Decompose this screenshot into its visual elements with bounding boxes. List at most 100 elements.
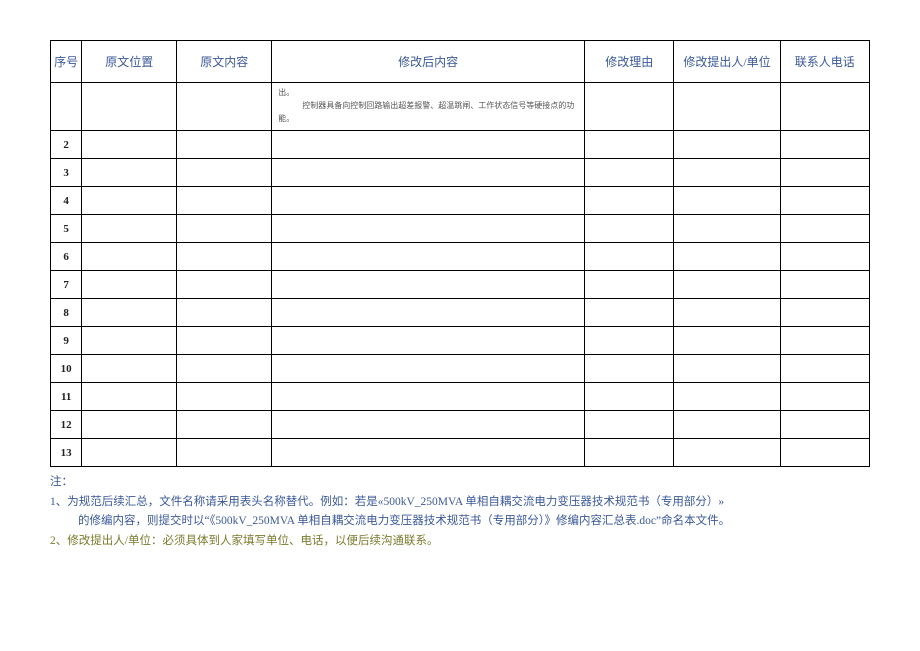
table-row: 5 xyxy=(51,215,870,243)
cell xyxy=(272,187,585,215)
cell xyxy=(780,327,869,355)
note-1a: 1、为规范后续汇总，文件名称请采用表头名称替代。例如：若是«500kV_250M… xyxy=(50,496,724,508)
cell xyxy=(82,131,177,159)
cell xyxy=(585,243,674,271)
cell xyxy=(780,411,869,439)
cell xyxy=(585,271,674,299)
col-after: 修改后内容 xyxy=(272,41,585,83)
cell xyxy=(272,411,585,439)
seq-cell: 4 xyxy=(51,187,82,215)
cell xyxy=(674,83,780,131)
cell xyxy=(674,355,780,383)
seq-cell: 6 xyxy=(51,243,82,271)
cell xyxy=(272,159,585,187)
cell xyxy=(780,355,869,383)
cell xyxy=(780,215,869,243)
col-pos: 原文位置 xyxy=(82,41,177,83)
cell xyxy=(177,83,272,131)
cell xyxy=(674,439,780,467)
cell xyxy=(585,355,674,383)
cell xyxy=(177,159,272,187)
cell xyxy=(674,215,780,243)
cell xyxy=(177,327,272,355)
seq-cell xyxy=(51,83,82,131)
cell xyxy=(82,187,177,215)
cell xyxy=(177,355,272,383)
col-proposer: 修改提出人/单位 xyxy=(674,41,780,83)
cell xyxy=(82,159,177,187)
cell xyxy=(674,131,780,159)
cell xyxy=(177,299,272,327)
table-row: 3 xyxy=(51,159,870,187)
cell xyxy=(585,131,674,159)
col-seq: 序号 xyxy=(51,41,82,83)
cell xyxy=(82,271,177,299)
cell xyxy=(272,327,585,355)
cell xyxy=(780,383,869,411)
cell xyxy=(272,243,585,271)
note-1b: 的修编内容，则提交时以“《500kV_250MVA 单相自耦交流电力变压器技术规… xyxy=(50,512,870,532)
content-line: 出。 xyxy=(278,88,294,97)
col-orig: 原文内容 xyxy=(177,41,272,83)
cell xyxy=(82,215,177,243)
seq-cell: 13 xyxy=(51,439,82,467)
cell xyxy=(585,187,674,215)
cell xyxy=(82,411,177,439)
cell xyxy=(585,215,674,243)
cell xyxy=(780,187,869,215)
cell xyxy=(272,271,585,299)
cell xyxy=(82,327,177,355)
cell xyxy=(272,131,585,159)
cell xyxy=(780,83,869,131)
table-row: 11 xyxy=(51,383,870,411)
cell xyxy=(272,215,585,243)
table-row: 2 xyxy=(51,131,870,159)
cell xyxy=(82,299,177,327)
cell xyxy=(585,327,674,355)
cell xyxy=(177,411,272,439)
revision-table: 序号 原文位置 原文内容 修改后内容 修改理由 修改提出人/单位 联系人电话 出… xyxy=(50,40,870,467)
cell xyxy=(585,411,674,439)
table-row: 8 xyxy=(51,299,870,327)
col-reason: 修改理由 xyxy=(585,41,674,83)
table-row: 9 xyxy=(51,327,870,355)
notes-section: 注： 1、为规范后续汇总，文件名称请采用表头名称替代。例如：若是«500kV_2… xyxy=(50,473,870,551)
table-row: 4 xyxy=(51,187,870,215)
cell xyxy=(585,383,674,411)
table-row: 7 xyxy=(51,271,870,299)
cell xyxy=(82,383,177,411)
notes-label: 注： xyxy=(50,476,73,488)
cell xyxy=(780,439,869,467)
cell xyxy=(177,439,272,467)
cell xyxy=(82,243,177,271)
cell xyxy=(177,215,272,243)
cell xyxy=(82,83,177,131)
seq-cell: 8 xyxy=(51,299,82,327)
note-1b-text: 的修编内容，则提交时以“《500kV_250MVA 单相自耦交流电力变压器技术规… xyxy=(78,515,730,527)
cell xyxy=(272,355,585,383)
cell xyxy=(585,439,674,467)
cell xyxy=(585,299,674,327)
cell xyxy=(780,159,869,187)
cell xyxy=(674,327,780,355)
seq-cell: 9 xyxy=(51,327,82,355)
cell xyxy=(780,243,869,271)
seq-cell: 2 xyxy=(51,131,82,159)
seq-cell: 3 xyxy=(51,159,82,187)
cell xyxy=(272,383,585,411)
cell xyxy=(674,299,780,327)
cell xyxy=(780,271,869,299)
cell xyxy=(674,243,780,271)
note-2: 2、修改提出人/单位：必须具体到人家填写单位、电话，以便后续沟通联系。 xyxy=(50,535,438,547)
cell xyxy=(177,131,272,159)
cell xyxy=(177,187,272,215)
cell xyxy=(674,383,780,411)
table-row: 13 xyxy=(51,439,870,467)
cell xyxy=(780,131,869,159)
content-line: 控制器具备向控制回路输出超差报警、超温跳闸、工作状态信号等硬接点的功能。 xyxy=(278,101,574,123)
seq-cell: 10 xyxy=(51,355,82,383)
seq-cell: 7 xyxy=(51,271,82,299)
table-row: 出。 控制器具备向控制回路输出超差报警、超温跳闸、工作状态信号等硬接点的功能。 xyxy=(51,83,870,131)
cell xyxy=(272,439,585,467)
cell xyxy=(780,299,869,327)
